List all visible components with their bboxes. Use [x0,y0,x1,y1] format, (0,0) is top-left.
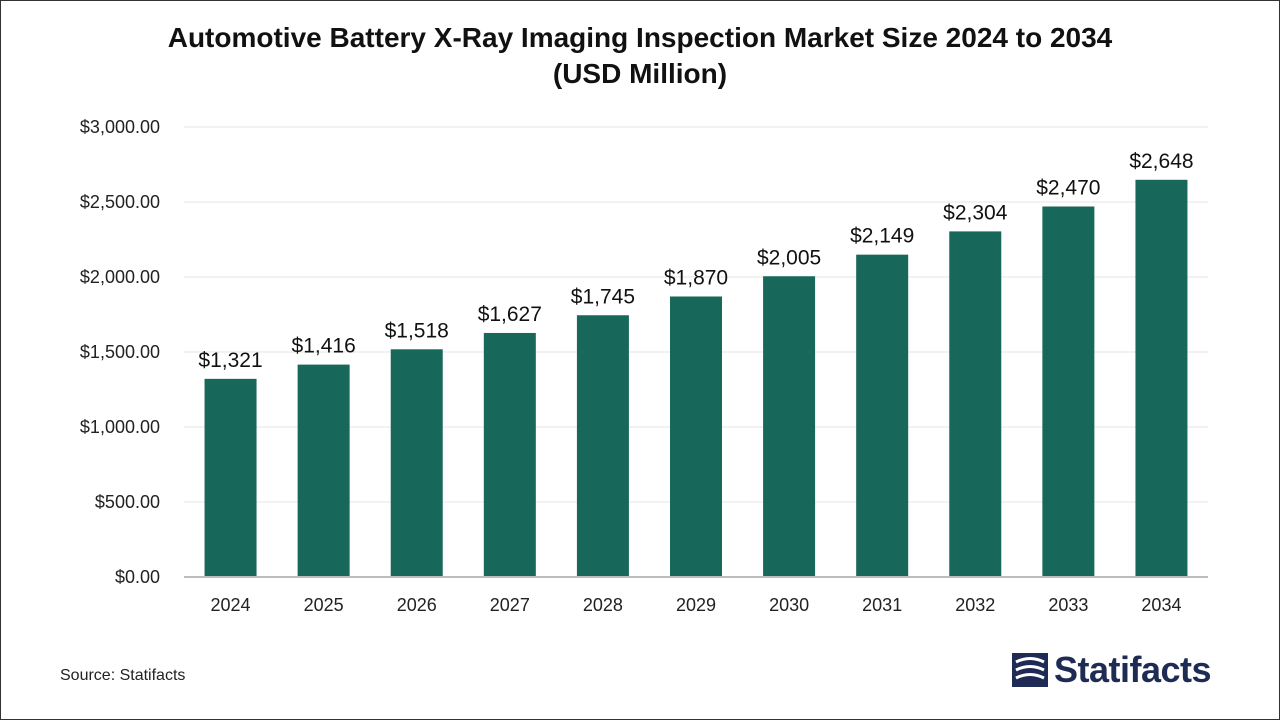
x-tick-label: 2034 [1141,595,1181,615]
data-label: $2,648 [1129,150,1193,173]
x-tick-label: 2031 [862,595,902,615]
y-tick-label: $1,000.00 [80,417,160,437]
x-tick-label: 2029 [676,595,716,615]
y-tick-label: $1,500.00 [80,342,160,362]
bar [949,231,1002,577]
chart-title: Automotive Battery X-Ray Imaging Inspect… [0,20,1280,92]
x-tick-label: 2033 [1048,595,1088,615]
data-label: $1,518 [385,319,449,342]
chart-title-line-1: Automotive Battery X-Ray Imaging Inspect… [167,22,1113,53]
bar [390,349,443,577]
bar [763,276,816,577]
brand-logo: Statifacts [1012,649,1212,690]
x-tick-label: 2027 [490,595,530,615]
x-tick-label: 2028 [583,595,623,615]
bar [576,315,629,577]
chart-title-line-2: (USD Million) [552,58,728,89]
y-tick-label: $2,500.00 [80,192,160,212]
bar [670,296,722,577]
data-label: $2,005 [757,246,821,269]
bar [297,364,350,577]
bar [483,332,536,577]
bar [1042,206,1095,577]
data-label: $1,870 [664,267,728,290]
y-tick-label: $3,000.00 [80,117,160,137]
x-tick-label: 2026 [397,595,437,615]
y-tick-label: $500.00 [95,492,160,512]
x-tick-label: 2030 [769,595,809,615]
source-note: Source: Statifacts [60,667,186,684]
y-tick-label: $0.00 [115,567,160,587]
data-label: $1,627 [478,303,542,326]
data-label: $1,745 [571,285,635,308]
data-label: $2,304 [943,201,1008,224]
data-label: $2,470 [1036,177,1100,200]
x-tick-label: 2032 [955,595,995,615]
data-label: $2,149 [850,225,914,248]
bar [1135,179,1188,578]
brand-name: Statifacts [1054,649,1212,690]
data-label: $1,416 [292,335,356,358]
bar [204,378,257,577]
x-tick-label: 2025 [304,595,344,615]
x-tick-label: 2024 [211,595,251,615]
y-tick-label: $2,000.00 [80,267,160,287]
statifacts-logo-icon [1012,653,1048,687]
bar [856,254,909,577]
data-label: $1,321 [198,349,262,372]
